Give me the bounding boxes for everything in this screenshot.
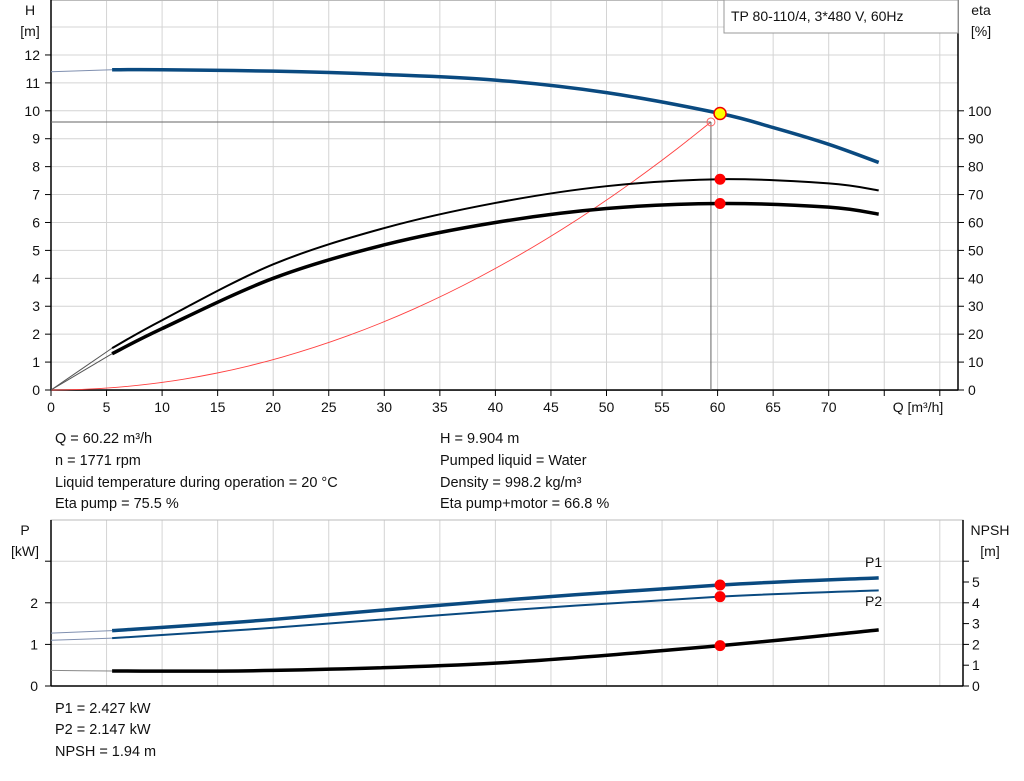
npsh-curve-extension	[50, 669, 113, 672]
x-axis-label: Q [m³/h]	[893, 399, 944, 415]
y2-tick-label: 70	[968, 187, 984, 203]
y-tick-label: 3	[32, 298, 40, 314]
system-point-marker	[706, 117, 716, 127]
info-temp: Liquid temperature during operation = 20…	[55, 475, 338, 491]
system-curve	[50, 121, 712, 391]
y-axis-label: H	[25, 2, 35, 18]
p2-curve	[112, 589, 879, 640]
x-tick-label: 50	[599, 399, 615, 415]
npsh-axis-unit: [m]	[980, 543, 999, 559]
p-axis-label: P	[20, 522, 29, 538]
npsh-tick-label: 1	[972, 657, 980, 673]
eta-pump-marker	[714, 173, 726, 185]
duty-point-marker	[713, 106, 727, 121]
y-tick-label: 11	[25, 75, 40, 91]
x-tick-label: 10	[154, 399, 170, 415]
y-tick-label: 10	[24, 103, 40, 119]
eta-total-curve	[111, 201, 879, 356]
info-eta-total: Eta pump+motor = 66.8 %	[440, 496, 610, 512]
info-eta-pump: Eta pump = 75.5 %	[55, 496, 179, 512]
plot-frame	[50, 0, 959, 391]
info-n: n = 1771 rpm	[55, 453, 141, 469]
p2-marker	[714, 591, 726, 603]
x-tick-label: 45	[543, 399, 559, 415]
p-tick-label: 2	[30, 595, 38, 611]
x-tick-label: 5	[103, 399, 111, 415]
head-curve-extension	[50, 69, 113, 73]
npsh-marker	[714, 640, 726, 652]
p2-label: P2	[865, 593, 882, 609]
npsh-tick-label: 0	[972, 678, 980, 694]
npsh-tick-label: 4	[972, 595, 980, 611]
x-tick-label: 30	[377, 399, 393, 415]
x-tick-label: 0	[47, 399, 55, 415]
y-tick-label: 9	[32, 131, 40, 147]
y2-tick-label: 30	[968, 298, 984, 314]
title-box	[723, 0, 959, 34]
npsh-axis-label: NPSH	[971, 522, 1010, 538]
eta-total-marker	[714, 197, 726, 209]
x-tick-label: 55	[654, 399, 670, 415]
info-npsh: NPSH = 1.94 m	[55, 744, 157, 760]
y2-tick-label: 90	[968, 131, 984, 147]
npsh-tick-label: 2	[972, 636, 980, 652]
eta-pump-curve	[111, 178, 879, 349]
eta-pump-curve-extension	[50, 347, 113, 391]
y2-tick-label: 0	[968, 382, 976, 398]
eta-total-curve-extension	[50, 353, 113, 391]
info-liquid: Pumped liquid = Water	[440, 453, 587, 469]
y2-tick-label: 50	[968, 242, 984, 258]
y2-tick-label: 60	[968, 214, 984, 230]
info-q: Q = 60.22 m³/h	[55, 431, 153, 447]
p1-curve	[111, 576, 879, 633]
y-tick-label: 12	[24, 47, 40, 63]
y2-tick-label: 20	[968, 326, 984, 342]
x-tick-label: 65	[765, 399, 781, 415]
x-tick-label: 70	[821, 399, 837, 415]
y-tick-label: 0	[32, 382, 40, 398]
info-p1: P1 = 2.427 kW	[55, 701, 151, 717]
info-h: H = 9.904 m	[440, 431, 520, 447]
chart-title: TP 80-110/4, 3*480 V, 60Hz	[731, 8, 904, 24]
y-tick-label: 8	[32, 159, 40, 175]
p1-label: P1	[865, 554, 882, 570]
npsh-tick-label: 3	[972, 616, 980, 632]
p-tick-label: 1	[30, 636, 38, 652]
y-tick-label: 7	[32, 187, 40, 203]
npsh-tick-label: 5	[972, 574, 980, 590]
y-tick-label: 6	[32, 214, 40, 230]
x-tick-label: 15	[210, 399, 226, 415]
p-tick-label: 0	[30, 678, 38, 694]
p-axis-unit: [kW]	[11, 543, 39, 559]
y2-tick-label: 80	[968, 159, 984, 175]
y2-axis-label: eta	[971, 2, 991, 18]
head-curve	[112, 67, 880, 165]
p1-marker	[714, 579, 726, 591]
y-axis-unit: [m]	[20, 23, 39, 39]
info-p2: P2 = 2.147 kW	[55, 722, 151, 738]
x-tick-label: 25	[321, 399, 337, 415]
x-tick-label: 40	[488, 399, 504, 415]
y-tick-label: 2	[32, 326, 40, 342]
npsh-curve	[112, 628, 879, 673]
y-tick-label: 1	[32, 354, 40, 370]
p1-curve-extension	[50, 630, 113, 634]
y2-tick-label: 10	[968, 354, 984, 370]
p2-curve-extension	[50, 637, 113, 641]
x-tick-label: 35	[432, 399, 448, 415]
y2-tick-label: 40	[968, 270, 984, 286]
x-tick-label: 60	[710, 399, 726, 415]
y2-axis-unit: [%]	[971, 23, 991, 39]
y-tick-label: 5	[32, 242, 40, 258]
info-density: Density = 998.2 kg/m³	[440, 475, 582, 491]
y-tick-label: 4	[32, 270, 40, 286]
y2-tick-label: 100	[968, 103, 992, 119]
x-tick-label: 20	[265, 399, 281, 415]
